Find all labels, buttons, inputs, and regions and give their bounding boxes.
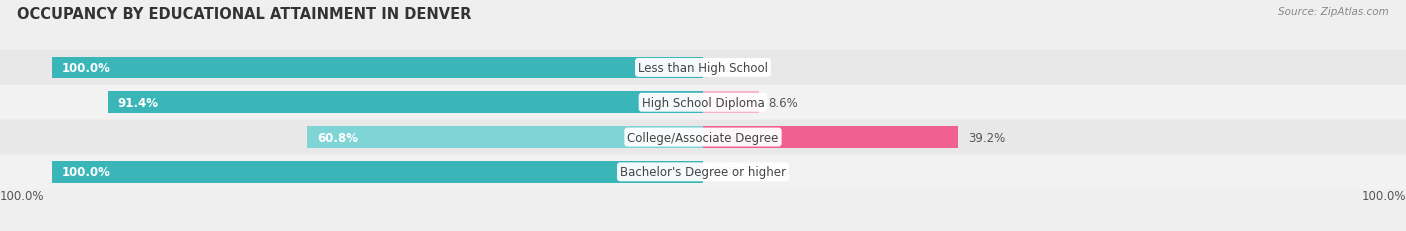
FancyBboxPatch shape <box>0 85 1406 120</box>
Bar <box>52 161 703 183</box>
Text: OCCUPANCY BY EDUCATIONAL ATTAINMENT IN DENVER: OCCUPANCY BY EDUCATIONAL ATTAINMENT IN D… <box>17 7 471 22</box>
Text: Source: ZipAtlas.com: Source: ZipAtlas.com <box>1278 7 1389 17</box>
FancyBboxPatch shape <box>0 51 1406 85</box>
Bar <box>52 57 703 79</box>
Bar <box>703 92 759 113</box>
Text: Bachelor's Degree or higher: Bachelor's Degree or higher <box>620 166 786 179</box>
Text: 8.6%: 8.6% <box>769 96 799 109</box>
FancyBboxPatch shape <box>0 155 1406 189</box>
Text: 100.0%: 100.0% <box>62 166 111 179</box>
Text: 91.4%: 91.4% <box>118 96 159 109</box>
Bar <box>703 127 957 148</box>
Text: Less than High School: Less than High School <box>638 62 768 75</box>
Bar <box>308 127 703 148</box>
Text: 39.2%: 39.2% <box>967 131 1005 144</box>
Bar <box>108 92 703 113</box>
Text: 60.8%: 60.8% <box>316 131 359 144</box>
Text: 100.0%: 100.0% <box>0 189 45 202</box>
Text: College/Associate Degree: College/Associate Degree <box>627 131 779 144</box>
Text: 100.0%: 100.0% <box>62 62 111 75</box>
Text: 0.0%: 0.0% <box>713 62 742 75</box>
Text: 100.0%: 100.0% <box>1361 189 1406 202</box>
Text: High School Diploma: High School Diploma <box>641 96 765 109</box>
FancyBboxPatch shape <box>0 120 1406 155</box>
Text: 0.0%: 0.0% <box>713 166 742 179</box>
